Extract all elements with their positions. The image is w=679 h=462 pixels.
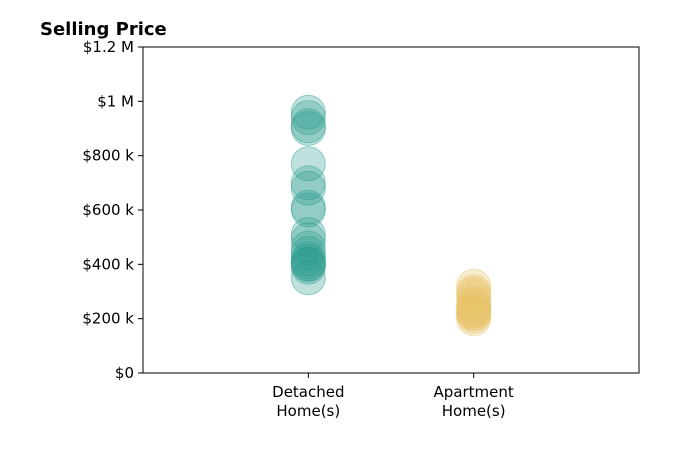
data-point-s1-9 [456,295,492,331]
data-point-s1-0 [456,268,492,304]
y-axis: $0 $200 k $400 k $600 k $800 k $1 M $1.2 M [82,38,143,382]
data-point-s0-1 [290,100,326,136]
data-point-s0-17 [290,249,326,285]
data-point-s0-10 [290,222,326,258]
data-point-s1-2 [456,276,492,312]
x-tick-label-0: Detached Home(s) [272,383,344,420]
data-point-s0-12 [290,236,326,271]
y-tick-label-3: $600 k [82,201,134,219]
data-point-s0-16 [290,246,326,282]
data-point-s1-1 [456,274,492,309]
y-tick-label-4: $800 k [82,147,134,165]
data-point-s1-10 [456,295,492,331]
data-point-s1-3 [456,279,492,315]
data-point-s0-2 [290,108,326,144]
data-point-s0-0 [290,94,326,130]
data-point-s0-15 [290,246,326,282]
y-tick-label-1: $200 k [82,310,134,328]
y-tick-label-5: $1 M [97,92,134,110]
data-point-s0-6 [290,170,326,206]
x-tick-label-1: Apartment Home(s) [434,383,514,420]
data-point-s0-18 [290,260,326,296]
data-point-s0-3 [290,111,326,146]
data-point-s1-5 [456,287,492,323]
y-tick-label-0: $0 [115,364,134,382]
plot-frame [142,46,640,374]
data-point-s0-9 [290,217,326,252]
data-point-s1-11 [456,298,492,334]
data-point-s0-8 [290,192,326,228]
data-point-s1-8 [456,293,492,328]
data-point-s1-4 [456,284,492,320]
data-point-s0-13 [290,241,326,277]
data-point-s0-14 [290,244,326,280]
data-point-s1-6 [456,290,492,326]
data-point-s0-7 [290,189,326,225]
data-point-s0-4 [290,146,326,182]
y-tick-label-6: $1.2 M [83,38,134,56]
data-point-s0-11 [290,230,326,266]
data-point-s1-7 [456,293,492,328]
data-point-s0-5 [290,165,326,201]
y-tick-label-2: $400 k [82,255,134,273]
data-points [290,94,492,337]
x-axis: Detached Home(s) Apartment Home(s) [272,373,514,420]
data-point-s1-12 [456,301,492,337]
chart-title: Selling Price [40,19,167,40]
